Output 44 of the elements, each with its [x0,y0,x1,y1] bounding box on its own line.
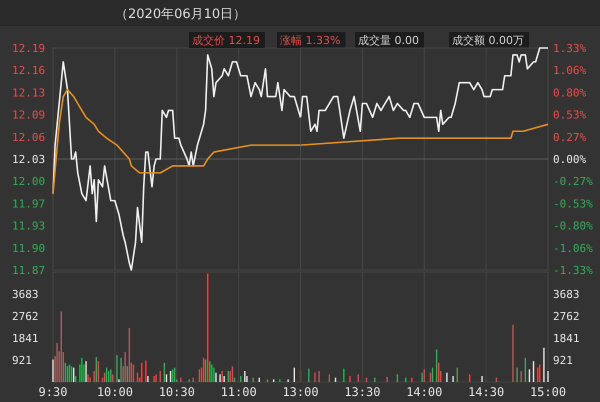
y2-tick-label: -0.53% [553,197,594,210]
text: 成交量 0.00 [358,34,419,47]
y-tick-label: 1841 [12,332,38,345]
text: 成交价 12.19 [192,34,260,47]
y-tick-label: 11.93 [12,220,46,233]
x-tick-label: 9:30 [38,385,68,399]
x-tick-label: 14:00 [406,385,442,399]
chart-title: （2020年06月10日） [115,7,246,22]
y2-tick-label: 0.53% [553,108,586,122]
y2-tick-label: 921 [553,354,573,367]
y-tick-label: 11.87 [12,264,46,277]
y2-tick-label: 1.33% [553,42,586,55]
x-tick-label: 13:30 [344,385,380,399]
y-tick-label: 12.06 [12,130,46,144]
y-tick-label: 11.90 [12,242,46,255]
y-tick-label: 12.16 [12,64,46,78]
y-tick-label: 12.03 [12,153,46,166]
y2-tick-label: -0.80% [553,220,594,233]
y-tick-label: 2762 [12,310,38,323]
y-tick-label: 11.97 [12,197,46,210]
y2-tick-label: 0.27% [553,130,586,144]
y-tick-label: 12.09 [12,108,46,122]
x-tick-label: 10:00 [96,385,133,399]
text: 涨幅 1.33% [280,34,340,47]
y-tick-label: 3683 [12,288,38,301]
y2-tick-label: 3683 [553,288,580,301]
y2-tick-label: -1.06% [553,242,594,255]
y2-tick-label: -1.33% [553,264,594,277]
y-tick-label: 12.13 [12,86,46,100]
y2-tick-label: -0.27% [553,175,594,188]
y-tick-label: 12.00 [12,175,46,188]
y-tick-label: 921 [12,354,32,367]
y-tick-label: 12.19 [12,42,46,55]
x-tick-label: 14:30 [468,385,504,399]
x-tick-label: 11:00 [220,385,257,399]
y2-tick-label: 1841 [553,332,580,345]
y2-tick-label: 0.80% [553,86,586,100]
text: 成交额 0.00万 [452,34,524,47]
y2-tick-label: 2762 [553,310,580,323]
y2-tick-label: 1.06% [553,64,586,78]
x-tick-label: 13:00 [282,385,319,399]
y2-tick-label: 0.00% [553,153,586,166]
x-tick-label: 10:30 [158,385,195,399]
x-tick-label: 15:00 [530,385,566,399]
